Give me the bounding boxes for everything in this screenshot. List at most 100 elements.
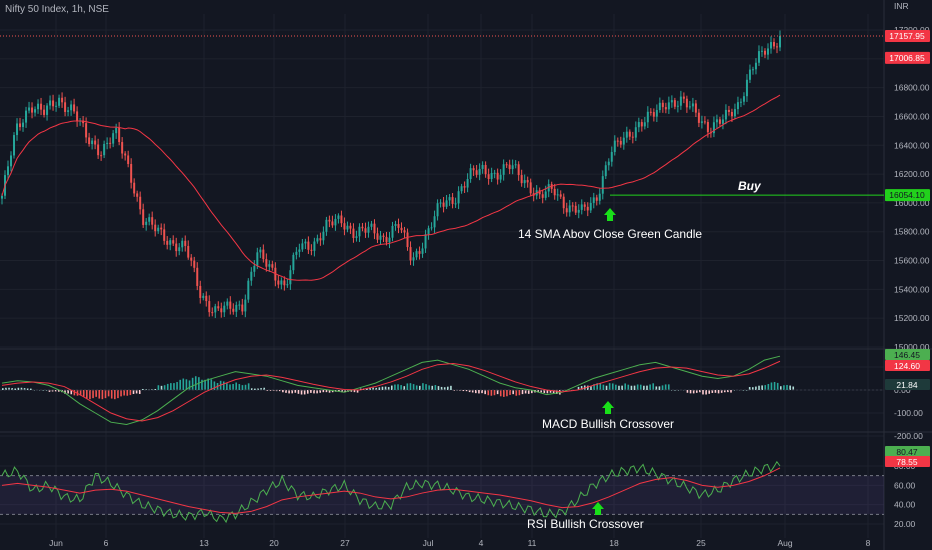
- macd-histogram-bar: [596, 383, 598, 390]
- macd-histogram-bar: [624, 383, 626, 390]
- macd-histogram-bar: [313, 390, 315, 394]
- candle-body: [238, 304, 241, 306]
- macd-histogram-bar: [366, 388, 368, 390]
- candle-body: [517, 164, 520, 176]
- candle-body: [193, 260, 196, 268]
- candle-body: [313, 241, 316, 251]
- candle-body: [475, 170, 478, 175]
- macd-histogram-bar: [555, 390, 558, 394]
- macd-histogram-bar: [58, 390, 60, 392]
- candle-body: [472, 168, 475, 171]
- candle-body: [547, 184, 550, 192]
- candle-body: [466, 178, 469, 188]
- candle-body: [529, 182, 532, 194]
- candle-body: [136, 193, 139, 197]
- macd-histogram-bar: [431, 385, 434, 390]
- macd-histogram-bar: [73, 390, 76, 396]
- candle-body: [460, 186, 463, 192]
- macd-histogram-bar: [608, 383, 611, 390]
- candle-body: [685, 98, 688, 108]
- macd-histogram-bar: [294, 390, 297, 393]
- candle-body: [772, 42, 775, 47]
- candle-body: [316, 238, 319, 242]
- y-tick-label: 15600.00: [894, 256, 930, 266]
- candle-body: [286, 284, 289, 286]
- macd-histogram-bar: [213, 381, 216, 390]
- macd-histogram-bar: [723, 390, 726, 393]
- macd-histogram-bar: [250, 388, 253, 390]
- macd-annotation: MACD Bullish Crossover: [542, 417, 674, 431]
- macd-histogram-bar: [733, 390, 735, 391]
- candle-body: [448, 197, 451, 201]
- candle-body: [247, 280, 250, 300]
- candle-body: [70, 104, 73, 111]
- chart-title: Nifty 50 Index, 1h, NSE: [5, 4, 109, 15]
- candle-body: [331, 221, 334, 226]
- candle-body: [268, 264, 271, 267]
- y-tick-label: 16000.00: [894, 198, 930, 208]
- candle-body: [445, 200, 448, 207]
- macd-histogram-bar: [129, 390, 132, 396]
- candle-body: [712, 122, 715, 134]
- candle-body: [637, 122, 640, 128]
- macd-histogram-bar: [26, 388, 29, 390]
- candle-body: [634, 127, 637, 138]
- y-tick-label: 15400.00: [894, 284, 930, 294]
- x-tick-label: Aug: [777, 538, 792, 548]
- candle-body: [388, 237, 391, 243]
- candle-body: [385, 236, 388, 243]
- macd-histogram-bar: [135, 390, 138, 394]
- candle-body: [310, 249, 313, 251]
- candle-body: [667, 102, 670, 110]
- candle-body: [235, 304, 238, 312]
- macd-histogram-bar: [397, 384, 399, 390]
- candle-body: [544, 191, 547, 198]
- buy-label: Buy: [738, 179, 762, 193]
- candle-body: [130, 163, 133, 183]
- macd-histogram-bar: [577, 386, 580, 390]
- macd-histogram-bar: [727, 390, 729, 393]
- macd-histogram-bar: [615, 384, 617, 390]
- candle-body: [298, 249, 301, 252]
- candle-body: [553, 188, 556, 196]
- candle-body: [625, 131, 628, 138]
- macd-histogram-bar: [325, 390, 328, 393]
- macd-histogram-bar: [226, 383, 228, 390]
- candle-body: [91, 140, 94, 145]
- candle-body: [556, 194, 559, 196]
- candle-body: [307, 241, 310, 250]
- macd-histogram-bar: [5, 387, 7, 390]
- candle-body: [514, 164, 517, 166]
- macd-histogram-bar: [45, 390, 48, 391]
- candle-body: [694, 103, 697, 113]
- candle-body: [520, 175, 523, 184]
- macd-histogram-bar: [104, 390, 107, 399]
- macd-tag: 146.45: [894, 350, 920, 360]
- macd-histogram-bar: [755, 386, 757, 390]
- macd-histogram-bar: [409, 383, 412, 390]
- macd-histogram-bar: [353, 390, 356, 393]
- candle-body: [403, 230, 406, 233]
- sma-line: [1, 94, 781, 281]
- candle-body: [439, 202, 442, 204]
- x-tick-label: Jun: [49, 538, 63, 548]
- candle-body: [607, 161, 610, 166]
- macd-histogram-bar: [658, 386, 661, 390]
- macd-histogram-bar: [160, 385, 163, 390]
- candle-body: [430, 227, 433, 229]
- candle-body: [580, 204, 583, 210]
- macd-histogram-bar: [549, 390, 552, 393]
- macd-histogram-bar: [229, 384, 231, 390]
- rsi-ma-line: [1, 467, 781, 514]
- candle-body: [739, 101, 742, 103]
- candle-body: [22, 122, 25, 128]
- macd-histogram-bar: [369, 387, 371, 390]
- candle-body: [256, 252, 259, 266]
- macd-histogram-bar: [412, 384, 415, 390]
- macd-histogram-bar: [652, 383, 655, 390]
- macd-histogram-bar: [509, 390, 511, 395]
- macd-tag-bg: [885, 349, 930, 360]
- macd-histogram-bar: [123, 390, 125, 396]
- macd-histogram-bar: [493, 390, 496, 396]
